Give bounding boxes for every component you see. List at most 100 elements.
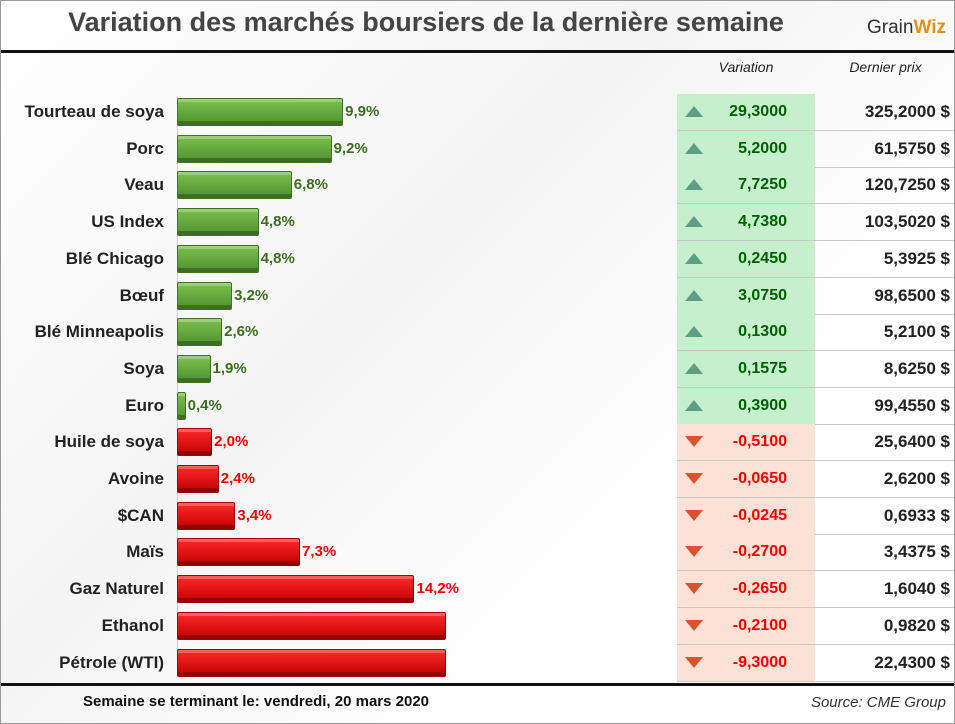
variation-cell: -9,3000 [677, 644, 815, 682]
chart-row: US Index 4,8% 4,7380 103,5020 $ [1, 204, 954, 242]
variation-value: 0,2450 [738, 249, 787, 267]
chart-row: Avoine 2,4% -0,0650 2,6200 $ [1, 461, 954, 498]
bar [177, 648, 446, 677]
variation-cell: -0,0245 [677, 497, 815, 535]
chart-row: Maïs 7,3% -0,2700 3,4375 $ [1, 534, 954, 572]
price-cell: 25,6400 $ [815, 424, 954, 462]
category-label: Blé Chicago [65, 248, 164, 268]
chart-row: Blé Chicago 4,8% 0,2450 5,3925 $ [1, 240, 954, 278]
chart-row: Ethanol -0,2100 0,9820 $ [1, 607, 954, 645]
price-cell: 5,2100 $ [815, 314, 954, 352]
grainwiz-logo: GrainWiz [867, 17, 946, 39]
data-label: 2,0% [214, 433, 249, 451]
chart-row: Soya 1,9% 0,1575 8,6250 $ [1, 350, 954, 388]
variation-cell: 0,1575 [677, 350, 815, 388]
variation-value: 3,0750 [738, 286, 787, 304]
logo-text-accent: Wiz [913, 17, 946, 38]
triangle-up-icon [685, 179, 703, 191]
triangle-down-icon [685, 656, 703, 668]
logo-text: Grain [866, 17, 914, 38]
category-label: Porc [126, 138, 164, 158]
category-label: $CAN [117, 505, 164, 525]
bar [177, 391, 186, 420]
category-label: Avoine [107, 469, 164, 488]
variation-value: 5,2000 [738, 139, 787, 157]
footer-divider [1, 683, 954, 686]
data-label: 1,9% [212, 359, 247, 377]
chart-row: Huile de soya 2,0% -0,5100 25,6400 $ [1, 424, 954, 462]
category-label: Bœuf [119, 285, 164, 305]
category-label: Maïs [126, 542, 164, 562]
bar [177, 538, 301, 567]
chart-row: Blé Minneapolis 2,6% 0,1300 5,2100 $ [1, 314, 954, 352]
price-cell: 98,6500 $ [815, 278, 954, 315]
bar [177, 611, 446, 640]
variation-cell: 7,7250 [677, 167, 815, 205]
variation-cell: 0,1300 [677, 314, 815, 352]
variation-value: -0,2100 [732, 616, 787, 634]
price-value: 103,5020 $ [864, 212, 950, 232]
price-value: 120,7250 $ [864, 175, 950, 195]
bar [177, 244, 259, 273]
variation-value: -0,0245 [732, 506, 787, 524]
chart-row: Pétrole (WTI) -9,3000 22,4300 $ [1, 644, 954, 682]
bar [177, 98, 344, 126]
variation-value: -0,2700 [732, 543, 787, 561]
price-cell: 325,2000 $ [815, 94, 954, 131]
triangle-up-icon [685, 399, 703, 411]
data-label: 4,8% [260, 213, 295, 231]
price-cell: 22,4300 $ [815, 645, 954, 682]
triangle-up-icon [685, 289, 703, 301]
price-cell: 1,6040 $ [815, 571, 954, 609]
chart-row: Euro 0,4% 0,3900 99,4550 $ [1, 387, 954, 425]
bar [177, 575, 415, 604]
category-label: Euro [125, 395, 164, 415]
category-label: Ethanol [101, 615, 164, 635]
category-label: Huile de soya [54, 432, 164, 452]
category-label: Veau [124, 175, 164, 195]
bar [177, 318, 223, 347]
variation-value: -0,2650 [732, 580, 787, 598]
price-cell: 61,5750 $ [815, 131, 954, 168]
price-value: 98,6500 $ [874, 285, 950, 305]
triangle-up-icon [685, 142, 703, 154]
variation-value: 0,1575 [738, 359, 787, 377]
chart-row: Tourteau de soya 9,9% 29,3000 325,2000 $ [1, 94, 954, 131]
category-label: Gaz Naturel [69, 579, 164, 599]
bar [177, 134, 332, 163]
price-value: 5,3925 $ [883, 248, 950, 268]
chart-row: Gaz Naturel 14,2% -0,2650 1,6040 $ [1, 571, 954, 609]
price-cell: 3,4375 $ [815, 534, 954, 572]
price-value: 0,6933 $ [883, 505, 950, 525]
price-cell: 2,6200 $ [815, 461, 954, 498]
price-value: 25,6400 $ [874, 432, 950, 452]
variation-cell: 29,3000 [677, 94, 815, 131]
triangle-down-icon [685, 473, 703, 484]
chart-axis [177, 96, 178, 676]
variation-header: Variation [718, 59, 774, 75]
price-value: 2,6200 $ [883, 469, 950, 488]
data-label: 7,3% [302, 543, 337, 561]
price-value: 99,4550 $ [874, 395, 950, 415]
triangle-down-icon [685, 583, 703, 595]
data-label: 2,6% [224, 323, 259, 341]
price-header: Dernier prix [849, 59, 922, 75]
price-cell: 99,4550 $ [815, 388, 954, 425]
category-label: Tourteau de soya [24, 102, 165, 121]
data-label: 9,9% [345, 103, 380, 120]
triangle-up-icon [685, 362, 703, 374]
variation-value: -9,3000 [732, 653, 787, 671]
triangle-down-icon [685, 546, 703, 558]
category-label: Soya [123, 358, 164, 378]
bar [177, 354, 211, 383]
variation-value: 4,7380 [738, 213, 787, 231]
page-title: Variation des marchés boursiers de la de… [68, 7, 784, 37]
triangle-up-icon [685, 326, 703, 338]
price-cell: 0,9820 $ [815, 608, 954, 645]
variation-value: -0,0650 [732, 470, 787, 487]
data-label: 3,4% [237, 506, 272, 524]
variation-cell: 3,0750 [677, 277, 815, 315]
data-label: 0,4% [187, 396, 222, 414]
data-label: 4,8% [260, 249, 295, 267]
variation-cell: 0,2450 [677, 240, 815, 278]
